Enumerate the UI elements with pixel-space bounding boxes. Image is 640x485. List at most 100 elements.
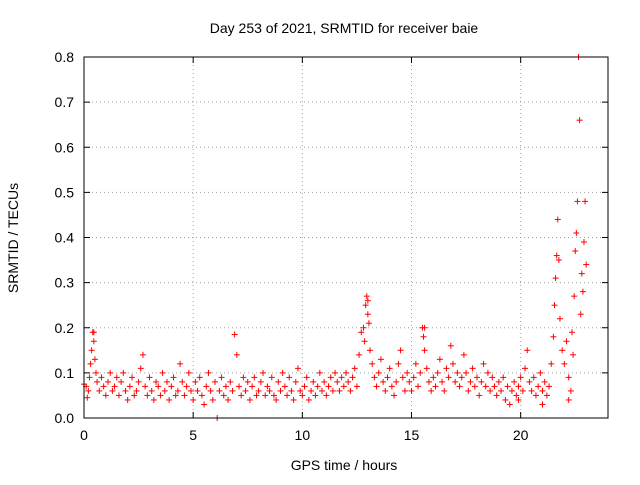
data-point — [476, 392, 483, 399]
data-point — [556, 315, 563, 322]
data-point — [90, 338, 97, 345]
data-point — [454, 369, 461, 376]
x-axis-label: GPS time / hours — [291, 457, 398, 473]
data-point — [329, 387, 336, 394]
data-point — [94, 378, 101, 385]
data-point — [345, 378, 352, 385]
data-point — [375, 369, 382, 376]
tick-layer: 0.0 0.1 0.2 0.3 0.4 0.5 0.6 0.7 0.8 0 5 10 15 20 — [55, 49, 608, 443]
data-point — [380, 378, 387, 385]
data-point — [148, 387, 155, 394]
data-point — [465, 387, 472, 394]
data-point — [579, 288, 586, 295]
data-point — [565, 374, 572, 381]
data-point — [519, 387, 526, 394]
data-point — [552, 275, 559, 282]
y-tick-label: 0.7 — [55, 94, 75, 110]
y-tick-label: 0.5 — [55, 184, 75, 200]
data-point — [434, 369, 441, 376]
data-point — [421, 347, 428, 354]
data-point — [340, 383, 347, 390]
data-point — [565, 396, 572, 403]
data-point — [582, 198, 589, 205]
data-point — [508, 387, 515, 394]
data-point — [500, 374, 507, 381]
data-point — [522, 365, 529, 372]
data-point — [551, 302, 558, 309]
data-point — [242, 387, 249, 394]
data-point — [425, 378, 432, 385]
data-point — [543, 392, 550, 399]
data-point — [179, 378, 186, 385]
grid-layer — [84, 57, 608, 418]
data-point — [203, 383, 210, 390]
data-point — [456, 383, 463, 390]
data-point — [347, 387, 354, 394]
data-point — [183, 383, 190, 390]
data-point — [161, 387, 168, 394]
data-point — [432, 383, 439, 390]
data-point — [441, 387, 448, 394]
data-point — [515, 396, 522, 403]
data-point — [480, 360, 487, 367]
data-point — [364, 297, 371, 304]
data-point — [196, 374, 203, 381]
data-point — [502, 396, 509, 403]
data-point — [530, 374, 537, 381]
data-point — [131, 392, 138, 399]
data-point — [384, 374, 391, 381]
data-point — [284, 392, 291, 399]
data-point — [513, 392, 520, 399]
y-tick-label: 0.8 — [55, 49, 75, 65]
data-point — [517, 374, 524, 381]
x-tick-label: 20 — [513, 427, 529, 443]
data-point — [404, 369, 411, 376]
data-point — [443, 365, 450, 372]
data-point — [198, 392, 205, 399]
data-point — [286, 374, 293, 381]
data-point — [129, 374, 136, 381]
data-point — [428, 387, 435, 394]
data-point — [225, 396, 232, 403]
data-point — [495, 378, 502, 385]
data-point — [382, 387, 389, 394]
data-point — [515, 383, 522, 390]
data-points — [81, 54, 590, 421]
data-point — [439, 378, 446, 385]
data-point — [574, 198, 581, 205]
data-point — [100, 383, 107, 390]
x-tick-label: 15 — [404, 427, 420, 443]
data-point — [257, 378, 264, 385]
data-point — [567, 387, 574, 394]
data-point — [358, 329, 365, 336]
data-point — [105, 378, 112, 385]
data-point — [236, 383, 243, 390]
data-point — [449, 360, 456, 367]
data-point — [229, 387, 236, 394]
data-point — [88, 347, 95, 354]
y-tick-label: 0.0 — [55, 410, 75, 426]
data-point — [288, 387, 295, 394]
data-point — [310, 378, 317, 385]
data-point — [338, 374, 345, 381]
data-point — [109, 387, 116, 394]
data-point — [157, 392, 164, 399]
data-point — [474, 374, 480, 381]
data-point — [86, 374, 93, 381]
data-point — [297, 387, 304, 394]
data-point — [493, 392, 500, 399]
data-point — [299, 392, 306, 399]
data-point — [573, 229, 580, 236]
data-point — [386, 365, 393, 372]
y-tick-label: 0.6 — [55, 139, 75, 155]
data-point — [327, 374, 334, 381]
data-point — [279, 369, 286, 376]
data-point — [504, 383, 511, 390]
data-point — [583, 261, 590, 268]
data-point — [349, 374, 356, 381]
data-point — [484, 369, 491, 376]
data-point — [323, 392, 330, 399]
data-point — [96, 387, 103, 394]
data-point — [107, 369, 114, 376]
